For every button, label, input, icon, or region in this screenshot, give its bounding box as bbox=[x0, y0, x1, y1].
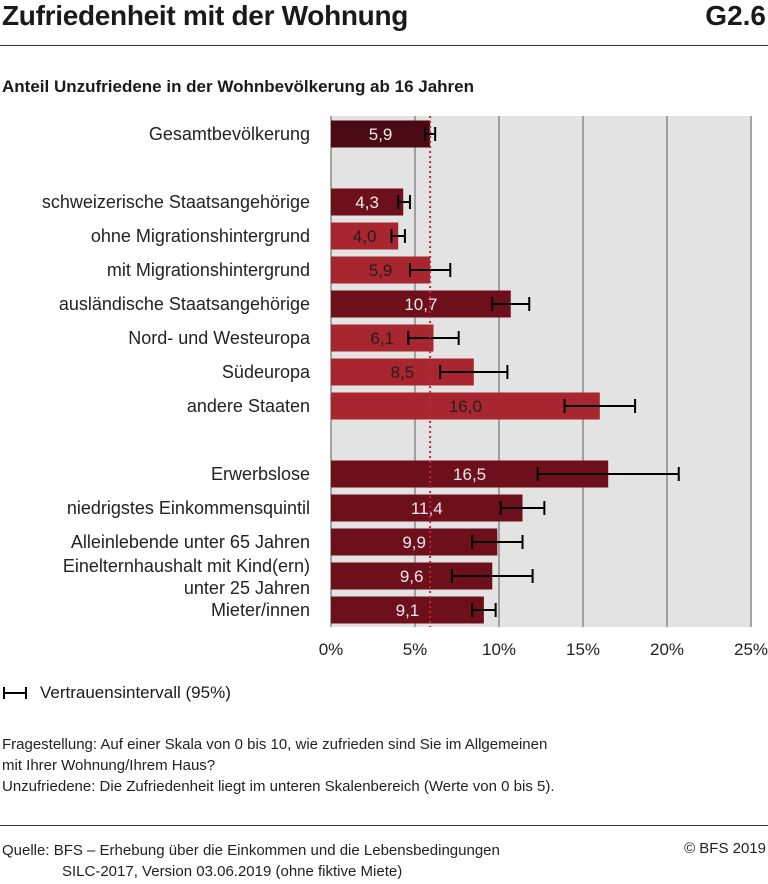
category-label: ausländische Staatsangehörige bbox=[59, 294, 310, 314]
category-label: Nord- und Westeuropa bbox=[128, 328, 311, 348]
note-line: mit Ihrer Wohnung/Ihrem Haus? bbox=[2, 757, 216, 774]
header-rule bbox=[0, 45, 768, 46]
value-label: 5,9 bbox=[369, 125, 393, 144]
footer-rule bbox=[0, 825, 768, 826]
category-label: Gesamtbevölkerung bbox=[149, 124, 310, 144]
value-label: 9,6 bbox=[400, 567, 424, 586]
x-tick-label: 25% bbox=[734, 640, 768, 659]
copyright: © BFS 2019 bbox=[684, 840, 766, 857]
value-label: 11,4 bbox=[411, 499, 443, 518]
source-line: SILC-2017, Version 03.06.2019 (ohne fikt… bbox=[62, 863, 403, 880]
value-label: 10,7 bbox=[404, 295, 437, 314]
x-tick-label: 0% bbox=[319, 640, 344, 659]
value-label: 16,5 bbox=[453, 465, 486, 484]
category-label: andere Staaten bbox=[187, 396, 310, 416]
bar bbox=[331, 188, 404, 216]
x-tick-label: 10% bbox=[482, 640, 516, 659]
legend-label: Vertrauensintervall (95%) bbox=[40, 683, 231, 702]
confidence-interval-icon bbox=[3, 687, 27, 699]
bar bbox=[331, 494, 523, 522]
x-tick-label: 15% bbox=[566, 640, 600, 659]
value-label: 6,1 bbox=[370, 329, 394, 348]
category-label: Erwerbslose bbox=[211, 464, 310, 484]
chart-title: Zufriedenheit mit der Wohnung bbox=[2, 0, 409, 31]
bar-chart: 0% 5% 10% 15% 20% 25% Gesamtbevölkerung 5,9 schw… bbox=[42, 116, 768, 659]
category-label: Alleinlebende unter 65 Jahren bbox=[71, 532, 310, 552]
source-note: Quelle: BFS – Erhebung über die Einkomme… bbox=[2, 840, 500, 882]
chart-notes: Fragestellung: Auf einer Skala von 0 bis… bbox=[2, 734, 555, 797]
chart-subtitle: Anteil Unzufriedene in der Wohnbevölkeru… bbox=[2, 77, 474, 96]
note-line: Fragestellung: Auf einer Skala von 0 bis… bbox=[2, 736, 548, 753]
value-label: 4,3 bbox=[355, 193, 379, 212]
value-label: 4,0 bbox=[353, 227, 377, 246]
category-label: Südeuropa bbox=[222, 362, 311, 382]
figure-id: G2.6 bbox=[705, 0, 766, 31]
category-label: ohne Migrationshintergrund bbox=[91, 226, 310, 246]
bar bbox=[331, 120, 431, 148]
x-tick-label: 5% bbox=[403, 640, 428, 659]
bar bbox=[331, 596, 484, 624]
category-label: unter 25 Jahren bbox=[184, 578, 310, 598]
legend: Vertrauensintervall (95%) bbox=[2, 683, 231, 703]
note-line: Unzufriedene: Die Zufriedenheit liegt im… bbox=[2, 778, 555, 795]
category-label: Einelternhaushalt mit Kind(ern) bbox=[63, 556, 310, 576]
source-line: Quelle: BFS – Erhebung über die Einkomme… bbox=[2, 842, 500, 859]
value-label: 8,5 bbox=[391, 363, 415, 382]
value-label: 5,9 bbox=[369, 261, 393, 280]
value-label: 9,9 bbox=[402, 533, 426, 552]
bar bbox=[331, 222, 399, 250]
bar bbox=[331, 392, 600, 420]
category-label: schweizerische Staatsangehörige bbox=[42, 192, 310, 212]
bar bbox=[331, 290, 511, 318]
category-label: Mieter/innen bbox=[211, 600, 310, 620]
category-label: mit Migrationshintergrund bbox=[107, 260, 310, 280]
x-tick-label: 20% bbox=[650, 640, 684, 659]
category-label: niedrigstes Einkommensquintil bbox=[67, 498, 310, 518]
value-label: 16,0 bbox=[449, 397, 482, 416]
value-label: 9,1 bbox=[396, 601, 420, 620]
bar bbox=[331, 528, 498, 556]
